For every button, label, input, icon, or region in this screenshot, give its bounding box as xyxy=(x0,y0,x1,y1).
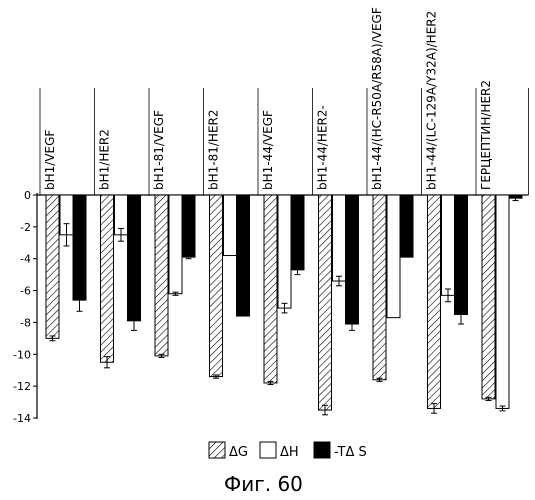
legend-label-dg: ΔG xyxy=(229,445,248,460)
y-tick-label: -4 xyxy=(20,253,31,266)
bar-hatched xyxy=(319,195,332,410)
category-label: bH1-81/HER2 xyxy=(207,110,221,191)
bar-open xyxy=(496,195,509,408)
bar-solid xyxy=(128,195,141,321)
legend-swatch-open xyxy=(260,442,276,458)
category-label: bH1-81/VEGF xyxy=(152,110,166,190)
bar-hatched xyxy=(428,195,441,408)
y-tick-label: -2 xyxy=(20,221,31,234)
bar-solid xyxy=(237,195,250,316)
bar-open xyxy=(224,195,237,256)
bar-solid xyxy=(346,195,359,324)
category-label: bH1-44/(LC-129A/Y32A)/HER2 xyxy=(425,11,439,190)
category-label: bH1/VEGF xyxy=(43,130,57,190)
bar-solid xyxy=(400,195,413,257)
y-tick-label: -14 xyxy=(13,412,31,425)
bar-open xyxy=(169,195,182,294)
bars xyxy=(46,195,522,415)
bar-solid xyxy=(455,195,468,314)
bar-hatched xyxy=(46,195,59,338)
bar-solid xyxy=(291,195,304,270)
y-tick-label: 0 xyxy=(24,189,31,202)
bar-hatched xyxy=(482,195,495,399)
y-tick-label: -12 xyxy=(13,380,31,393)
legend-swatch-hatched xyxy=(209,442,225,458)
bar-solid xyxy=(73,195,86,300)
legend: ΔG ΔH -TΔ S xyxy=(209,442,367,460)
category-label: bH1-44/(HC-R50A/R58A)/VEGF xyxy=(370,7,384,190)
bar-open xyxy=(387,195,400,318)
bar-hatched xyxy=(264,195,277,383)
bar-hatched xyxy=(210,195,223,377)
legend-label-tds: -TΔ S xyxy=(334,445,367,460)
bar-open xyxy=(442,195,455,295)
legend-label-dh: ΔH xyxy=(280,445,299,460)
category-label: bH1-44/VEGF xyxy=(261,110,275,190)
bar-solid xyxy=(182,195,195,257)
bar-hatched xyxy=(101,195,114,362)
legend-swatch-solid xyxy=(314,442,330,458)
category-label: bH1/HER2 xyxy=(98,129,112,190)
y-tick-label: -10 xyxy=(13,348,31,361)
category-label: ГЕРЦЕПТИН/HER2 xyxy=(479,80,493,190)
bar-open xyxy=(278,195,291,308)
bar-open xyxy=(333,195,346,281)
y-tick-label: -6 xyxy=(20,285,31,298)
bar-hatched xyxy=(373,195,386,380)
figure-caption: Фиг. 60 xyxy=(224,472,303,496)
y-tick-label: -8 xyxy=(20,316,31,329)
bar-hatched xyxy=(155,195,168,356)
category-label: bH1-44/HER2- xyxy=(316,105,330,190)
category-label-boxes: bH1/VEGF bH1/HER2 bH1-81/VEGF bH1-81/HER2 bH… xyxy=(40,7,529,195)
